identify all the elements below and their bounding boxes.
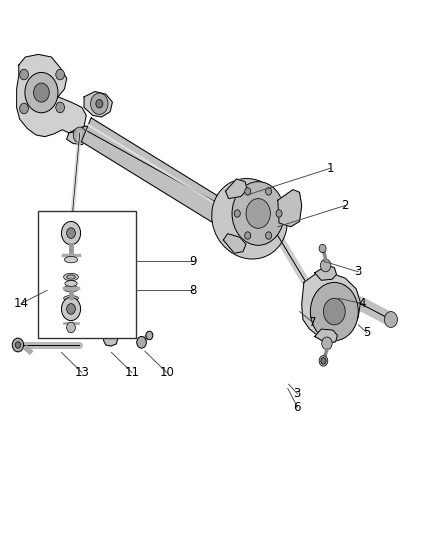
Polygon shape — [104, 330, 118, 346]
Circle shape — [321, 259, 331, 272]
Text: 9: 9 — [189, 255, 197, 268]
Bar — [39, 211, 136, 338]
Polygon shape — [17, 54, 86, 136]
Circle shape — [96, 100, 103, 108]
Polygon shape — [43, 281, 70, 300]
Polygon shape — [315, 329, 337, 343]
Polygon shape — [84, 92, 113, 117]
Circle shape — [20, 103, 28, 114]
Text: 7: 7 — [309, 316, 316, 329]
Text: 8: 8 — [189, 284, 197, 297]
Text: 10: 10 — [159, 366, 174, 379]
Text: 11: 11 — [124, 366, 139, 379]
Circle shape — [12, 338, 24, 352]
Circle shape — [265, 188, 272, 195]
Text: 6: 6 — [293, 400, 301, 414]
Circle shape — [20, 69, 28, 80]
Circle shape — [61, 297, 81, 320]
Polygon shape — [315, 265, 336, 280]
Polygon shape — [302, 273, 360, 340]
Circle shape — [34, 83, 49, 102]
Text: 4: 4 — [359, 297, 366, 310]
Polygon shape — [278, 190, 302, 227]
Circle shape — [146, 331, 153, 340]
Circle shape — [67, 322, 75, 333]
Text: 3: 3 — [293, 387, 301, 400]
Circle shape — [232, 182, 284, 245]
Polygon shape — [223, 233, 246, 253]
Polygon shape — [226, 179, 247, 199]
Circle shape — [245, 232, 251, 239]
Circle shape — [319, 244, 326, 253]
Text: 14: 14 — [14, 297, 28, 310]
Circle shape — [53, 286, 61, 295]
Circle shape — [67, 228, 75, 238]
Polygon shape — [67, 126, 91, 144]
Text: 5: 5 — [363, 326, 371, 340]
Circle shape — [321, 358, 326, 364]
Circle shape — [137, 336, 146, 348]
Circle shape — [15, 342, 21, 348]
Ellipse shape — [64, 296, 78, 301]
Ellipse shape — [67, 275, 75, 279]
Circle shape — [245, 188, 251, 195]
Circle shape — [91, 93, 108, 114]
Circle shape — [385, 312, 397, 327]
Ellipse shape — [64, 273, 78, 281]
Circle shape — [234, 210, 240, 217]
Circle shape — [265, 232, 272, 239]
Circle shape — [56, 102, 64, 113]
Circle shape — [73, 127, 86, 143]
Circle shape — [319, 356, 328, 366]
Circle shape — [61, 221, 81, 245]
Ellipse shape — [65, 280, 77, 286]
Circle shape — [56, 69, 64, 80]
Circle shape — [323, 298, 345, 325]
Text: 3: 3 — [355, 265, 362, 278]
Circle shape — [246, 199, 270, 228]
Circle shape — [276, 210, 282, 217]
Text: 1: 1 — [326, 162, 334, 175]
Polygon shape — [81, 118, 272, 253]
Text: 13: 13 — [74, 366, 89, 379]
Ellipse shape — [64, 256, 78, 263]
Circle shape — [311, 282, 358, 341]
Ellipse shape — [212, 179, 287, 259]
Circle shape — [67, 304, 75, 314]
Circle shape — [25, 72, 58, 113]
Circle shape — [322, 337, 332, 350]
Ellipse shape — [64, 286, 78, 292]
Text: 2: 2 — [342, 199, 349, 212]
